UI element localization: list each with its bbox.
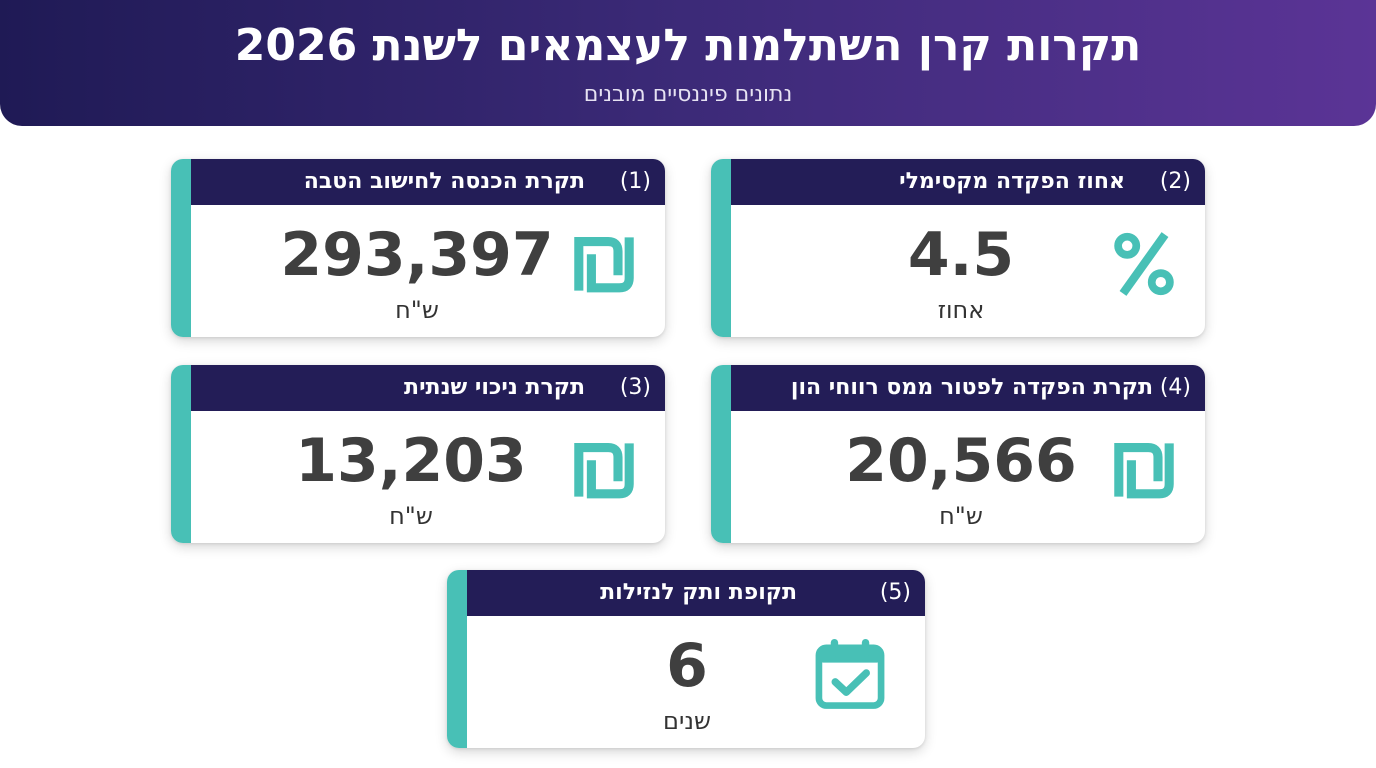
card-capital-gains-exemption-ceiling: (4) תקרת הפקדה לפטור ממס רווחי הון 20,56… — [711, 365, 1205, 543]
card-unit: אחוז — [937, 296, 985, 324]
card-title: תקרת הפקדה לפטור ממס רווחי הון — [790, 375, 1153, 400]
card-number: (1) — [619, 169, 651, 194]
card-number: (3) — [619, 375, 651, 400]
page-subtitle: נתונים פיננסיים מובנים — [583, 82, 793, 107]
card-value: 20,566 — [845, 426, 1077, 496]
card-value: 6 — [666, 631, 708, 701]
card-title: תקרת הכנסה לחישוב הטבה — [303, 169, 585, 194]
card-title: תקרת ניכוי שנתית — [404, 375, 585, 400]
card-accent-bar — [447, 570, 467, 748]
card-accent-bar — [711, 365, 731, 543]
card-header: (4) תקרת הפקדה לפטור ממס רווחי הון — [731, 365, 1205, 411]
card-accent-bar — [171, 365, 191, 543]
card-annual-deduction-ceiling: (3) תקרת ניכוי שנתית 13,203 ש"ח — [171, 365, 665, 543]
card-unit: ש"ח — [389, 502, 433, 530]
card-unit: ש"ח — [395, 296, 439, 324]
card-title: תקופת ותק לנזילות — [600, 580, 797, 605]
card-value: 293,397 — [280, 220, 554, 290]
header-banner: תקרות קרן השתלמות לעצמאים לשנת 2026 נתונ… — [0, 0, 1376, 126]
card-number: (5) — [879, 580, 911, 605]
shekel-icon — [569, 435, 639, 505]
card-header: (5) תקופת ותק לנזילות — [467, 570, 925, 616]
shekel-icon — [569, 229, 639, 299]
card-unit: ש"ח — [939, 502, 983, 530]
card-title: אחוז הפקדה מקסימלי — [899, 169, 1125, 194]
shekel-icon — [1109, 435, 1179, 505]
card-value: 13,203 — [295, 426, 527, 496]
card-liquidity-seniority-period: (5) תקופת ותק לנזילות 6 שנים — [447, 570, 925, 748]
card-number: (4) — [1159, 375, 1191, 400]
card-accent-bar — [171, 159, 191, 337]
card-header: (1) תקרת הכנסה לחישוב הטבה — [191, 159, 665, 205]
card-max-deposit-percent: (2) אחוז הפקדה מקסימלי 4.5 אחוז — [711, 159, 1205, 337]
card-header: (3) תקרת ניכוי שנתית — [191, 365, 665, 411]
card-accent-bar — [711, 159, 731, 337]
card-number: (2) — [1159, 169, 1191, 194]
card-value: 4.5 — [907, 220, 1015, 290]
card-income-ceiling: (1) תקרת הכנסה לחישוב הטבה 293,397 ש"ח — [171, 159, 665, 337]
card-header: (2) אחוז הפקדה מקסימלי — [731, 159, 1205, 205]
page-title: תקרות קרן השתלמות לעצמאים לשנת 2026 — [234, 20, 1142, 71]
card-unit: שנים — [663, 707, 711, 735]
calendar-check-icon — [813, 636, 887, 710]
percent-icon — [1109, 229, 1179, 299]
